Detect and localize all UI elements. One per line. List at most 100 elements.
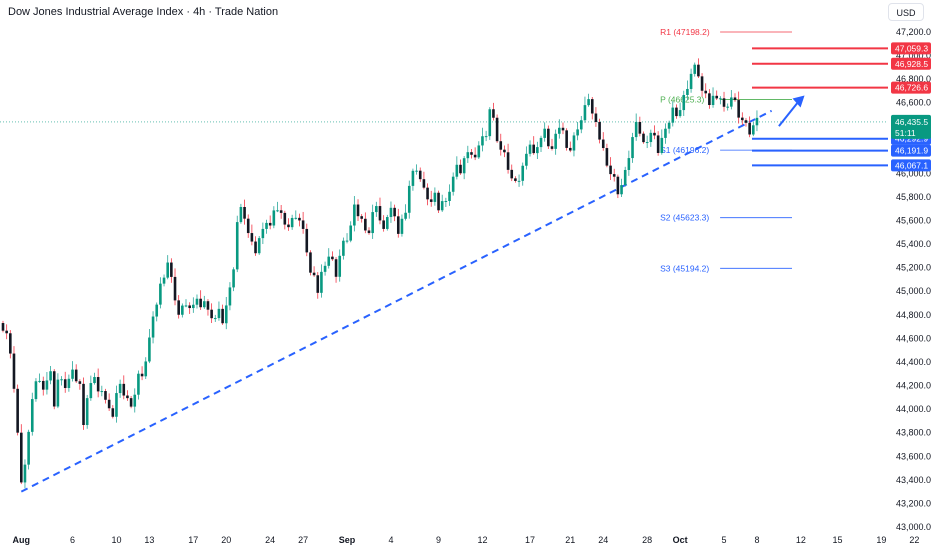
candle-body [334,259,338,277]
candle-body [470,152,473,155]
currency-button[interactable]: USD [888,3,924,21]
y-tick-label: 47,000.0 [896,50,931,60]
x-tick-label: 22 [909,535,919,545]
candle-body [612,174,616,177]
candle-body [645,142,649,144]
candle-body [682,94,686,111]
candle-body [155,304,159,317]
candle-body [137,373,140,395]
arrow-shaft [778,100,800,127]
candle-body [711,95,715,106]
candle-body [558,127,561,134]
x-tick-label: 8 [754,535,759,545]
x-tick-label: Sep [339,535,356,545]
x-tick-label: 6 [70,535,75,545]
current-price-label: 46,435.5 [895,117,928,127]
candle-body [382,220,385,229]
y-tick-label: 43,800.0 [896,428,931,438]
candle-body [477,145,481,158]
candle-body [660,137,664,153]
candle-body [634,121,638,138]
candle-body [400,218,404,234]
x-tick-label: 15 [832,535,842,545]
candle-body [451,176,455,192]
candle-body [23,464,27,483]
candle-body [605,148,609,166]
candle-body [250,233,254,242]
candle-body [301,220,305,229]
candle-body [697,64,700,77]
current-price-box [891,114,931,139]
candle-body [115,393,118,417]
candle-body [462,158,466,174]
candle-body [594,113,598,122]
candle-body [356,204,360,217]
price-tag-box [891,144,931,157]
candle-body [583,105,587,121]
candle-body [722,98,726,107]
countdown-label: 51:11 [895,128,916,138]
candle-body [353,204,356,226]
price-axis[interactable]: 47,200.047,000.046,800.046,600.046,400.0… [896,27,931,532]
candle-body [228,287,232,306]
candle-body [181,305,184,315]
candle-body [561,127,565,131]
candle-body [122,383,126,396]
candle-body [327,256,331,266]
candle-body [473,154,477,158]
candles [1,58,759,489]
candle-body [331,256,334,260]
candle-body [173,276,177,301]
y-tick-label: 46,800.0 [896,74,931,84]
candle-body [579,120,583,130]
price-tag-box [891,159,931,172]
candle-body [195,298,199,305]
candle-body [305,228,309,253]
candle-body [323,265,327,272]
candle-body [415,170,418,172]
candle-body [733,97,737,101]
candle-body [38,380,41,382]
x-tick-label: 19 [876,535,886,545]
candle-body [166,262,169,278]
candle-body [12,353,16,389]
candle-body [375,206,378,213]
candle-body [316,275,320,293]
x-tick-label: 24 [265,535,275,545]
candle-body [569,147,572,151]
candle-body [294,217,298,219]
candle-body [700,76,704,91]
candle-body [367,230,371,234]
candle-body [649,132,653,143]
y-tick-label: 44,600.0 [896,333,931,343]
candle-body [730,97,733,107]
candle-body [129,398,133,407]
candle-body [206,301,210,310]
candle-body [9,333,12,354]
candle-body [550,146,554,149]
candle-body [407,185,411,213]
candle-body [667,122,671,129]
candle-body [693,64,697,74]
pivot-label: S3 (45194.2) [660,263,709,273]
x-tick-label: 13 [144,535,154,545]
candle-body [389,207,393,218]
price-tag-label: 46,928.5 [895,59,928,69]
candle-body [631,137,634,159]
candle-body [312,272,316,276]
candle-body [510,169,514,179]
time-axis[interactable]: Aug 6 10 13 17 20 24 27 Sep 4 9 12 17 21 24 28 Oct 5 8 12 15… [13,535,920,545]
candle-body [444,200,448,202]
candle-body [298,217,301,221]
candle-body [620,185,623,195]
candle-body [188,305,191,309]
y-tick-label: 43,200.0 [896,498,931,508]
candle-body [378,206,382,221]
candle-body [506,152,510,170]
candle-body [111,408,115,417]
candle-body [539,137,543,148]
candle-body [601,139,605,149]
candle-body [93,377,96,384]
candle-body [386,217,389,229]
